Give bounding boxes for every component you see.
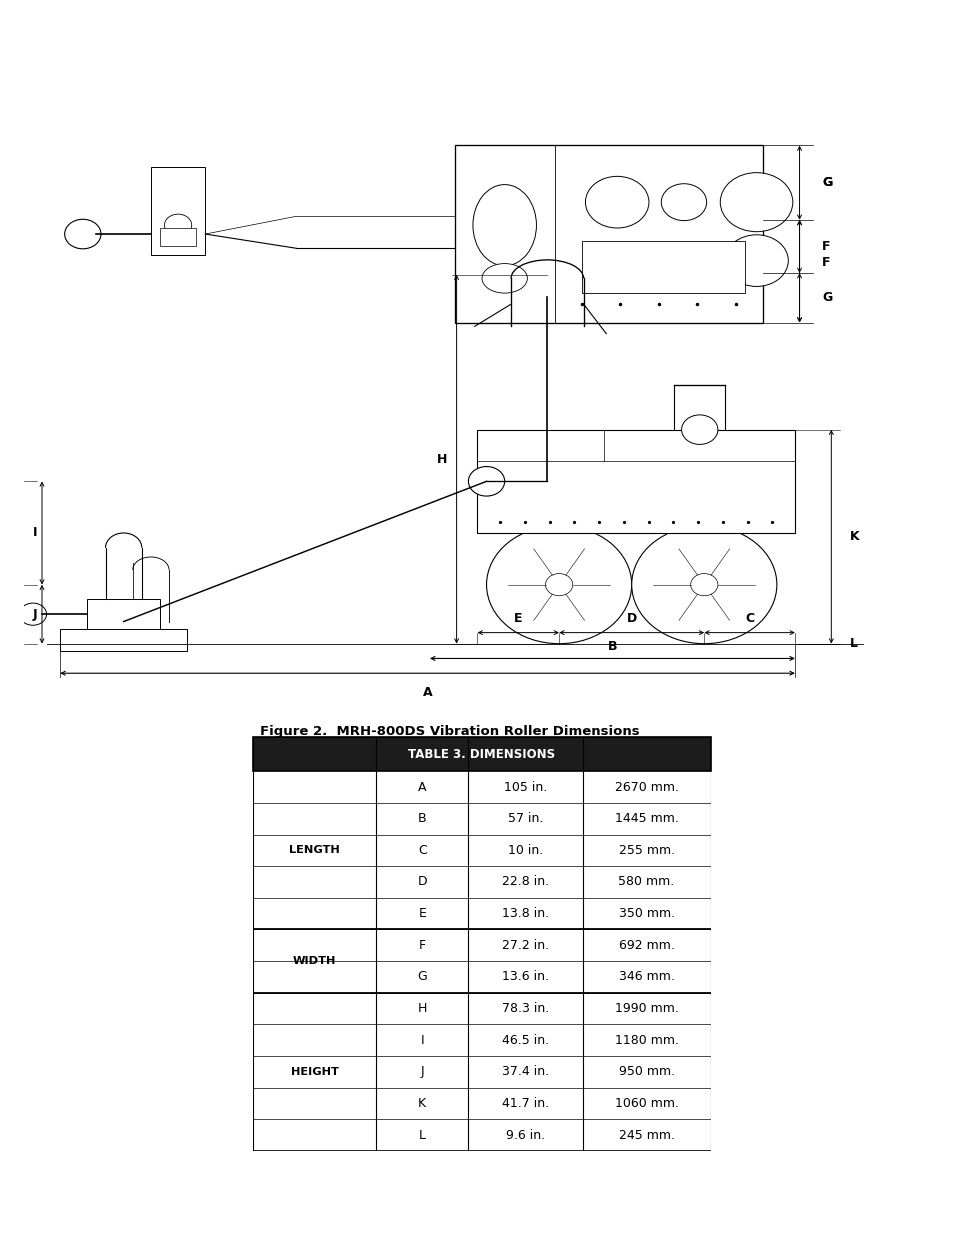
Text: 2670 mm.: 2670 mm. (614, 781, 678, 794)
Bar (253, 803, 710, 835)
Circle shape (545, 573, 572, 595)
Text: H: H (436, 453, 447, 466)
Ellipse shape (481, 263, 527, 293)
Bar (581, 241, 744, 293)
Circle shape (19, 603, 47, 625)
Text: 350 mm.: 350 mm. (618, 908, 674, 920)
Text: 245 mm.: 245 mm. (618, 1129, 674, 1141)
Circle shape (660, 184, 706, 221)
Text: 13.6 in.: 13.6 in. (501, 971, 548, 983)
Text: 692 mm.: 692 mm. (618, 939, 674, 952)
Text: E: E (417, 908, 426, 920)
Text: I: I (420, 1034, 423, 1047)
Text: A: A (422, 687, 432, 699)
Text: H: H (417, 1002, 427, 1015)
Text: 9.6 in.: 9.6 in. (505, 1129, 544, 1141)
Circle shape (724, 235, 787, 287)
Text: L: L (848, 637, 857, 650)
Text: B: B (417, 813, 426, 825)
Bar (253, 771, 710, 803)
Text: 950 mm.: 950 mm. (618, 1066, 674, 1078)
Text: K: K (417, 1097, 426, 1110)
Circle shape (164, 214, 192, 236)
Text: J: J (420, 1066, 423, 1078)
Circle shape (486, 526, 631, 643)
Bar (253, 961, 710, 993)
Text: 13.8 in.: 13.8 in. (501, 908, 548, 920)
Circle shape (585, 177, 648, 228)
Bar (60, 629, 187, 651)
Bar (253, 898, 710, 930)
Text: C: C (744, 613, 754, 625)
Text: F: F (418, 939, 425, 952)
Bar (253, 835, 710, 866)
Text: D: D (417, 876, 427, 888)
Text: C: C (417, 844, 426, 857)
Text: I: I (33, 526, 37, 540)
Text: 1990 mm.: 1990 mm. (614, 1002, 678, 1015)
Bar (160, 228, 196, 247)
Bar (253, 930, 710, 961)
Text: Figure 2.  MRH-800DS Vibration Roller Dimensions: Figure 2. MRH-800DS Vibration Roller Dim… (259, 725, 639, 737)
Text: WIDTH: WIDTH (293, 956, 336, 966)
Bar (253, 1119, 710, 1151)
Text: 1180 mm.: 1180 mm. (614, 1034, 678, 1047)
Text: 22.8 in.: 22.8 in. (501, 876, 548, 888)
Ellipse shape (473, 184, 536, 266)
Text: 1060 mm.: 1060 mm. (614, 1097, 678, 1110)
Text: E: E (514, 613, 522, 625)
Text: K: K (848, 530, 858, 543)
Text: 46.5 in.: 46.5 in. (501, 1034, 548, 1047)
Text: 1445 mm.: 1445 mm. (614, 813, 678, 825)
Text: 346 mm.: 346 mm. (618, 971, 674, 983)
Text: MRH-800DS—VIBRATION ROLLER DIMENSIONS: MRH-800DS—VIBRATION ROLLER DIMENSIONS (214, 36, 740, 56)
Text: A: A (417, 781, 426, 794)
Bar (253, 1056, 710, 1088)
Circle shape (65, 220, 101, 248)
Text: G: G (416, 971, 427, 983)
Text: G: G (821, 177, 832, 189)
Text: L: L (418, 1129, 425, 1141)
Text: G: G (821, 177, 832, 189)
Circle shape (720, 173, 792, 232)
Bar (253, 866, 710, 898)
Bar (151, 167, 205, 256)
Text: 27.2 in.: 27.2 in. (501, 939, 548, 952)
Text: 105 in.: 105 in. (503, 781, 546, 794)
Bar (455, 146, 762, 322)
Circle shape (680, 415, 718, 445)
Circle shape (468, 467, 504, 496)
Circle shape (690, 573, 718, 595)
Text: TABLE 3. DIMENSIONS: TABLE 3. DIMENSIONS (408, 747, 555, 761)
Text: F: F (821, 256, 830, 269)
Text: 37.4 in.: 37.4 in. (501, 1066, 548, 1078)
Text: 255 mm.: 255 mm. (618, 844, 674, 857)
Text: HEIGHT: HEIGHT (291, 1067, 338, 1077)
Text: G: G (821, 291, 832, 304)
Text: 57 in.: 57 in. (507, 813, 542, 825)
Bar (253, 737, 710, 771)
Text: 580 mm.: 580 mm. (618, 876, 674, 888)
Bar (476, 430, 794, 534)
Text: B: B (607, 640, 617, 653)
Text: 78.3 in.: 78.3 in. (501, 1002, 548, 1015)
Text: LENGTH: LENGTH (289, 845, 339, 856)
Bar (253, 1088, 710, 1119)
Bar (88, 599, 160, 636)
Text: F: F (821, 240, 830, 253)
Text: J: J (32, 608, 37, 621)
Circle shape (631, 526, 776, 643)
Bar (253, 993, 710, 1024)
Text: D: D (626, 613, 637, 625)
Bar (253, 1024, 710, 1056)
Text: PAGE 14 — MQ-MIKASA MRH-800DS VIBRATION ROLLER — PARTS & OPERATION MANUAL — REV.: PAGE 14 — MQ-MIKASA MRH-800DS VIBRATION … (219, 1198, 735, 1208)
Text: 10 in.: 10 in. (507, 844, 542, 857)
Text: 41.7 in.: 41.7 in. (501, 1097, 548, 1110)
